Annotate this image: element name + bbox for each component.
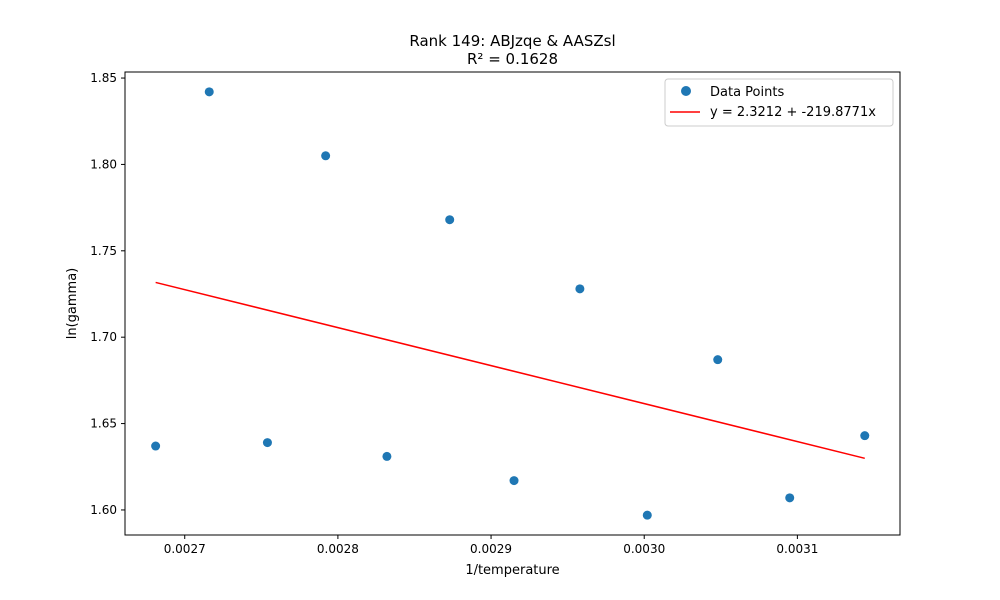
- legend-label-fit: y = 2.3212 + -219.8771x: [710, 105, 876, 120]
- y-tick-label: 1.75: [90, 244, 117, 258]
- x-tick-label: 0.0028: [317, 542, 359, 556]
- legend-box: [664, 78, 894, 127]
- chart-title: Rank 149: ABJzqe & AASZsl: [409, 32, 615, 50]
- data-point: [204, 87, 214, 97]
- y-tick-label: 1.80: [90, 157, 117, 171]
- chart-subtitle: R² = 0.1628: [467, 50, 558, 68]
- x-tick-label: 0.0029: [470, 542, 512, 556]
- y-axis: 1.60 1.65 1.70 1.75 1.80 1.85: [90, 71, 125, 517]
- data-point: [575, 284, 585, 294]
- data-point: [860, 431, 870, 441]
- data-point: [151, 441, 161, 451]
- data-point: [321, 151, 331, 161]
- x-tick-label: 0.0027: [164, 542, 206, 556]
- x-tick-label: 0.0031: [776, 542, 818, 556]
- y-tick-label: 1.85: [90, 71, 117, 85]
- legend: Data Points y = 2.3212 + -219.8771x: [664, 78, 894, 127]
- data-point: [262, 438, 272, 448]
- plot-area: [151, 87, 870, 520]
- y-tick-label: 1.70: [90, 330, 117, 344]
- legend-marker-data-points: [681, 86, 691, 96]
- data-point: [713, 355, 723, 365]
- x-axis-label: 1/temperature: [465, 563, 559, 578]
- y-axis-label: ln(gamma): [65, 268, 80, 340]
- data-point: [509, 476, 519, 486]
- regression-line: [155, 281, 865, 460]
- y-tick-label: 1.65: [90, 417, 117, 431]
- legend-label-data-points: Data Points: [710, 85, 784, 100]
- x-axis: 0.0027 0.0028 0.0029 0.0030 0.0031: [164, 535, 818, 556]
- y-tick-label: 1.60: [90, 503, 117, 517]
- plot-frame: [124, 71, 901, 536]
- data-point: [382, 451, 392, 461]
- data-point: [785, 493, 795, 503]
- data-point: [642, 510, 652, 520]
- data-point: [445, 215, 455, 225]
- x-tick-label: 0.0030: [623, 542, 665, 556]
